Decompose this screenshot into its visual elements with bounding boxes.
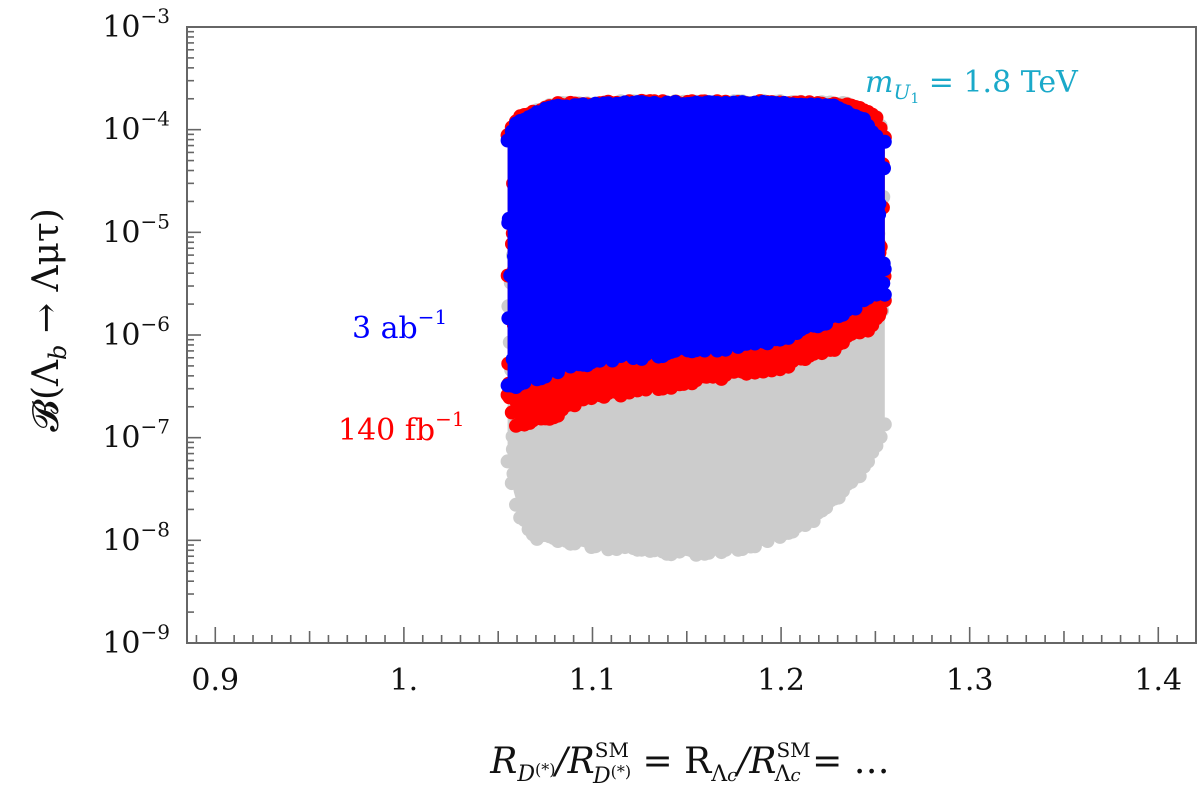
annotation-140fb: 140 fb−1 <box>338 407 465 448</box>
x-tick-label: 1.1 <box>569 663 617 698</box>
point-clouds <box>500 93 892 562</box>
tick-labels: 0.9 1. 1.1 1.2 1.3 1.4 10−9 10−8 10−7 10−6 10−5 10−… <box>102 4 1182 698</box>
annotation-3ab: 3 ab−1 <box>352 305 447 346</box>
y-tick-label: 10−8 <box>102 517 170 558</box>
annotation-mass: mU1 = 1.8 TeV <box>865 65 1079 107</box>
axis-ticks <box>187 26 1197 644</box>
x-tick-label: 1. <box>390 663 419 698</box>
y-tick-label: 10−4 <box>102 107 170 148</box>
x-tick-label: 0.9 <box>191 663 239 698</box>
y-tick-label: 10−9 <box>102 620 170 661</box>
y-tick-label: 10−6 <box>102 312 170 353</box>
series-region <box>507 101 885 387</box>
x-tick-label: 1.4 <box>1134 663 1182 698</box>
y-tick-label: 10−5 <box>102 209 170 250</box>
x-tick-label: 1.3 <box>946 663 994 698</box>
x-axis-title: RD(*)/RSM D(*) = RΛc/RSM Λc = … <box>489 738 889 789</box>
y-axis-title: 𝓑(Λb → Λμτ) <box>26 208 72 432</box>
x-tick-label: 1.2 <box>757 663 805 698</box>
y-tick-label: 10−3 <box>102 4 170 45</box>
y-tick-label: 10−7 <box>102 415 170 456</box>
series-2 <box>500 95 892 394</box>
